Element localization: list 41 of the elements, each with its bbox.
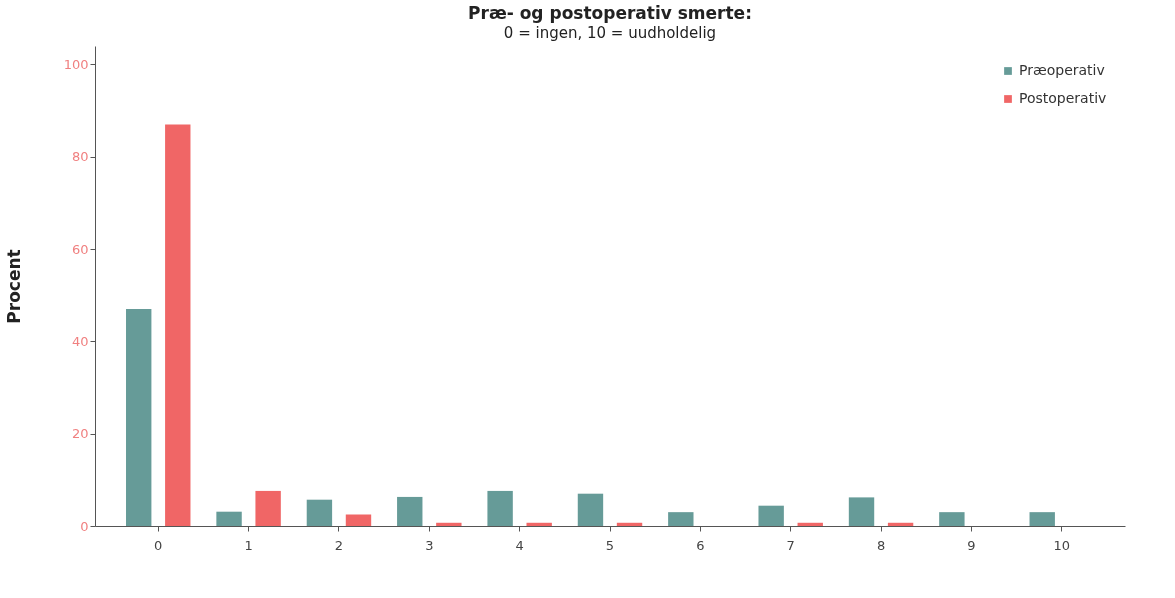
bar [126, 309, 152, 526]
x-tick-label: 5 [605, 537, 615, 553]
x-tick-label: 4 [515, 537, 524, 553]
x-tick-label: 6 [696, 537, 705, 553]
bar [526, 522, 552, 526]
x-tick-label: 3 [425, 537, 434, 553]
bar [436, 522, 462, 526]
bar [668, 512, 694, 526]
bar [487, 490, 513, 526]
y-tick-label: 60 [71, 241, 89, 257]
x-tick-label: 2 [334, 537, 344, 553]
y-tick-label: 20 [71, 426, 89, 442]
bar [577, 493, 604, 526]
bar [165, 124, 191, 526]
x-tick-label: 0 [154, 537, 163, 553]
x-tick-label: 8 [876, 537, 886, 553]
y-axis-title: Procent [3, 249, 24, 324]
x-tick-label: 9 [967, 537, 976, 553]
x-tick-label: 7 [786, 537, 795, 553]
bar [216, 511, 242, 526]
bar [397, 496, 423, 526]
legend-label: Præoperativ [1019, 62, 1105, 78]
x-tick-label: 10 [1053, 537, 1071, 553]
bar [306, 499, 333, 526]
legend-label: Postoperativ [1019, 90, 1107, 106]
x-tick-label: 1 [244, 537, 253, 553]
bar [255, 490, 281, 526]
bar [616, 522, 643, 526]
bar [797, 522, 823, 526]
y-tick-label: 80 [71, 149, 89, 165]
bar [758, 505, 784, 526]
bar [887, 522, 914, 526]
y-tick-label: 40 [71, 333, 89, 349]
bar [939, 512, 965, 526]
chart-title: Præ- og postoperativ smerte: [468, 3, 752, 23]
bar [345, 514, 372, 526]
bar [848, 497, 875, 526]
y-tick-label: 0 [80, 518, 89, 534]
bar [1029, 512, 1055, 526]
chart-subtitle: 0 = ingen, 10 = uudholdelig [503, 24, 717, 42]
y-tick-label: 100 [63, 56, 89, 72]
